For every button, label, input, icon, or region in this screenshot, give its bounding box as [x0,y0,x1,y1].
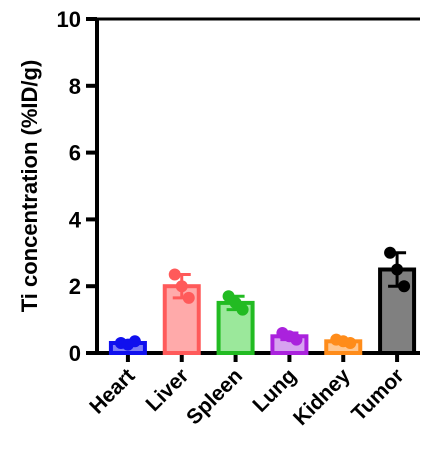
data-point-kidney [337,335,350,348]
data-point-spleen [229,296,242,309]
y-axis-label: Ti concentration (%ID/g) [17,60,42,313]
data-point-heart [121,338,134,351]
error-bars-layer [118,251,407,347]
data-point-tumor [391,263,404,276]
y-tick-label: 2 [69,274,81,299]
x-tick-label-kidney: Kidney [289,364,355,430]
data-point-liver [182,291,195,304]
y-tick-label: 0 [69,341,81,366]
data-point-lung [283,330,296,343]
axes: 0 2 4 6 8 10 [57,7,420,366]
y-tick-label: 6 [69,141,81,166]
points-layer [114,246,411,351]
data-point-tumor [384,246,397,259]
bars-layer [108,267,417,356]
y-tick-label: 4 [69,207,82,232]
data-point-liver [175,280,188,293]
x-tick-label-spleen: Spleen [182,364,247,429]
x-tick-label-tumor: Tumor [347,364,408,425]
y-tick-label: 10 [57,7,81,32]
data-point-liver [168,268,181,281]
data-point-tumor [398,280,411,293]
x-tick-label-heart: Heart [85,364,139,418]
y-tick-label: 8 [69,74,81,99]
